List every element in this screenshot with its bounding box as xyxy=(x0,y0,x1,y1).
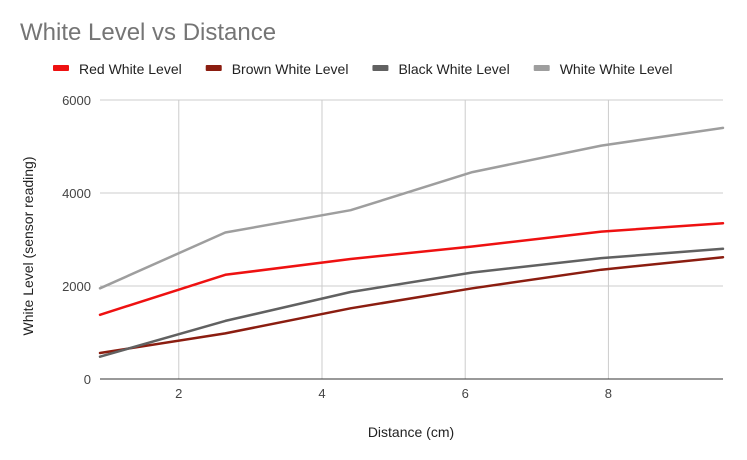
series-line-brown-white-level xyxy=(100,257,723,353)
legend-swatch-white-white-level xyxy=(534,65,550,71)
y-tick-label-6000: 6000 xyxy=(62,93,91,108)
series-line-red-white-level xyxy=(100,223,723,315)
x-axis-ticks: 2 4 6 8 xyxy=(175,386,612,401)
legend-label-red-white-level: Red White Level xyxy=(79,61,182,77)
legend-swatch-brown-white-level xyxy=(206,65,222,71)
legend-swatch-black-white-level xyxy=(372,65,388,71)
x-axis-title: Distance (cm) xyxy=(368,424,454,440)
series-line-white-white-level xyxy=(100,128,723,288)
x-tick-label-2: 2 xyxy=(175,386,182,401)
x-tick-label-4: 4 xyxy=(318,386,325,401)
legend-label-brown-white-level: Brown White Level xyxy=(232,61,349,77)
legend: Red White Level Brown White Level Black Wh… xyxy=(53,61,673,77)
y-tick-label-4000: 4000 xyxy=(62,186,91,201)
legend-swatch-red-white-level xyxy=(53,65,69,71)
x-tick-label-8: 8 xyxy=(605,386,612,401)
series-layer xyxy=(100,128,723,357)
legend-label-black-white-level: Black White Level xyxy=(398,61,509,77)
y-tick-label-0: 0 xyxy=(84,372,91,387)
chart-title: White Level vs Distance xyxy=(20,19,276,46)
series-line-black-white-level xyxy=(100,249,723,357)
y-axis-title: White Level (sensor reading) xyxy=(20,157,36,336)
legend-label-white-white-level: White White Level xyxy=(560,61,673,77)
x-tick-label-6: 6 xyxy=(462,386,469,401)
y-tick-label-2000: 2000 xyxy=(62,279,91,294)
y-axis-ticks: 0 2000 4000 6000 xyxy=(62,93,91,387)
